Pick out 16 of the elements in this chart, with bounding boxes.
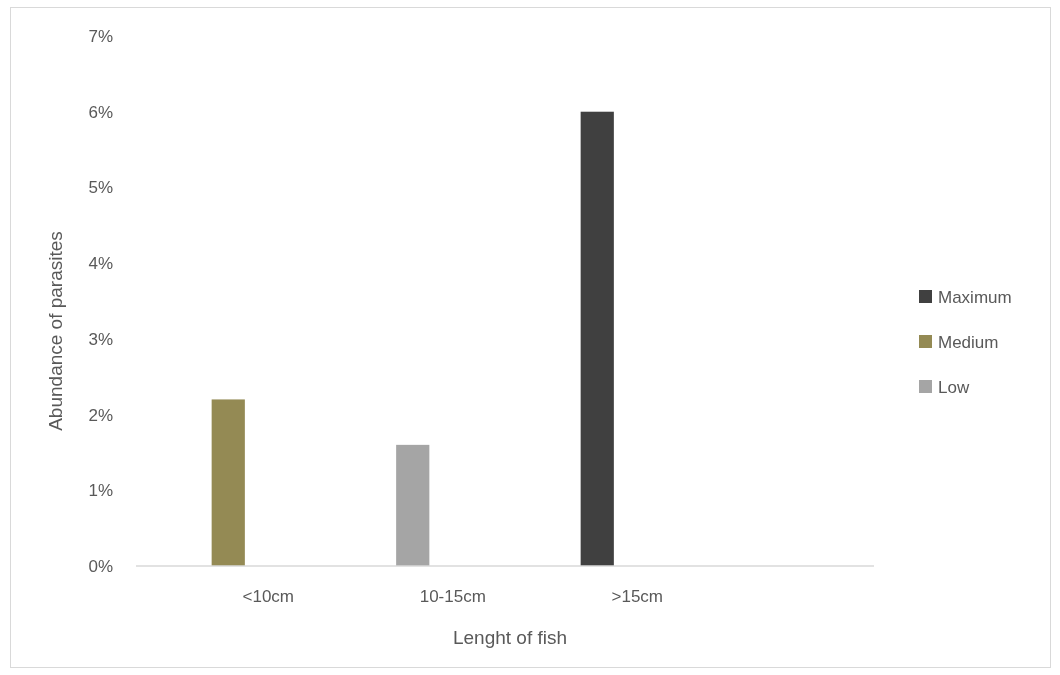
y-tick-label: 4% [88,254,113,274]
x-axis-title: Lenght of fish [452,627,568,648]
y-tick-label: 1% [88,481,113,501]
x-tick-label: <10cm [242,587,294,606]
y-tick-label: 7% [88,26,113,46]
legend-label: Low [938,377,970,397]
y-tick-label: 5% [88,178,113,198]
legend-label: Maximum [938,287,1012,307]
x-tick-label: 10-15cm [419,587,486,606]
y-tick-label: 3% [88,329,113,349]
y-axis-title: Abundance of parasites [45,231,66,431]
y-tick-label: 0% [88,556,113,576]
y-tick-label: 6% [88,102,113,122]
legend-label: Medium [938,332,999,352]
y-tick-label: 2% [88,405,113,425]
x-tick-label: >15cm [611,587,663,606]
